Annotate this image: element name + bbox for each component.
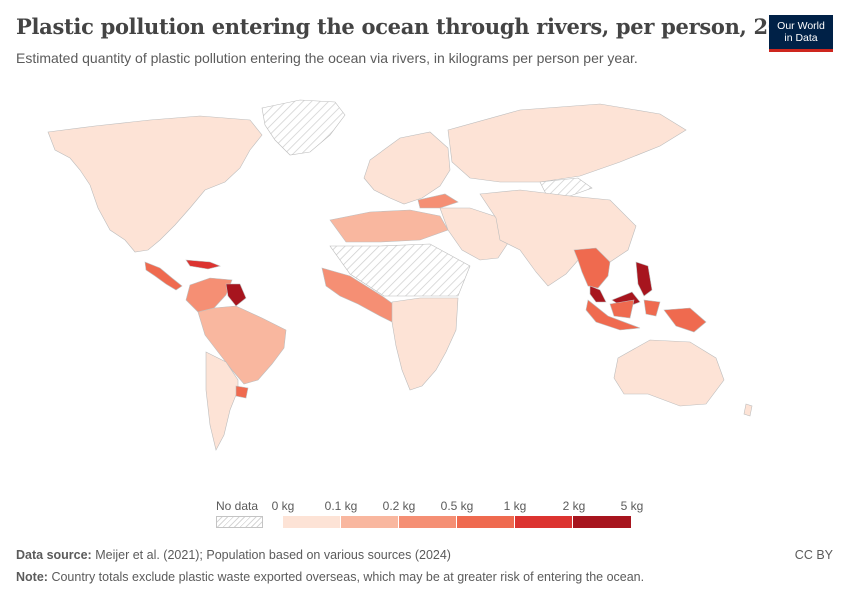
data-source-text[interactable]: Meijer et al. (2021); Population based o… [95,548,451,562]
license-link[interactable]: CC BY [794,548,833,562]
logo-line-2: in Data [784,32,818,44]
data-source: Data source: Meijer et al. (2021); Popul… [16,548,451,562]
note-label: Note: [16,570,48,584]
country-sahel[interactable] [329,243,471,297]
country-greenland[interactable] [261,99,346,156]
country-europe[interactable] [363,131,451,205]
country-middle-east[interactable] [439,207,511,261]
country-venezuela-colombia[interactable] [185,277,233,313]
country-southeast-asia[interactable] [573,247,611,289]
legend-bin-4 [457,516,515,528]
legend-tick: 0.5 kg [440,499,474,513]
legend-tick: 0.2 kg [382,499,416,513]
legend-tick: 1 kg [503,499,527,513]
country-new-zealand[interactable] [743,403,753,417]
country-north-africa[interactable] [329,209,449,243]
legend-bin-5 [515,516,573,528]
country-guyana-suriname[interactable] [225,283,247,307]
legend-no-data-label: No data [216,499,259,513]
country-argentina-chile[interactable] [205,351,239,451]
country-uruguay[interactable] [235,385,249,399]
country-turkey[interactable] [417,193,459,209]
legend-tick: 5 kg [620,499,644,513]
legend-bin-6 [573,516,631,528]
country-mongolia[interactable] [539,177,593,197]
data-source-label: Data source: [16,548,92,562]
chart-subtitle: Estimated quantity of plastic pollution … [16,50,638,66]
chart-note: Note: Country totals exclude plastic was… [16,570,644,584]
owid-logo[interactable]: Our World in Data [769,15,833,52]
country-india-china[interactable] [479,189,637,287]
country-north-america[interactable] [47,115,263,253]
legend-color-scale [283,516,631,528]
legend-bin-3 [399,516,457,528]
country-philippines[interactable] [635,261,653,297]
country-west-africa[interactable] [321,267,397,323]
country-central-america[interactable] [144,261,183,291]
legend-tick: 0.1 kg [324,499,358,513]
country-australia[interactable] [613,339,725,407]
legend-bin-1 [283,516,341,528]
legend-tick: 2 kg [562,499,586,513]
world-map [47,99,753,451]
country-brazil[interactable] [197,305,287,385]
legend-no-data-swatch [216,516,263,528]
country-papua-new-guinea[interactable] [663,307,707,333]
legend-bin-2 [341,516,399,528]
note-text: Country totals exclude plastic waste exp… [51,570,645,584]
legend-tick: 0 kg [271,499,295,513]
country-central-southern-africa[interactable] [391,297,459,391]
country-indonesia[interactable] [585,299,661,331]
country-caribbean[interactable] [185,259,221,270]
logo-line-1: Our World [777,20,825,32]
chart-title: Plastic pollution entering the ocean thr… [16,14,811,39]
country-russia[interactable] [447,103,687,183]
